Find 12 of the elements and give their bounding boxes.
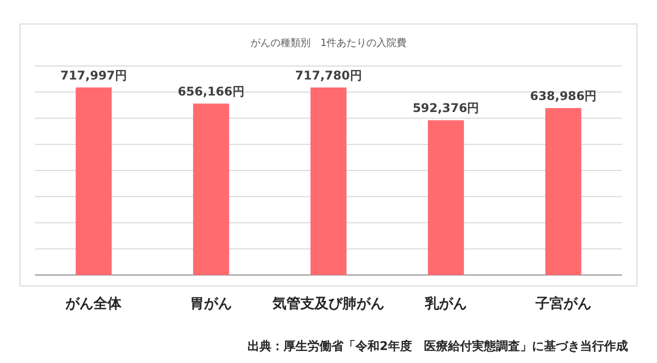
x-tick-label: 気管支及び肺がん xyxy=(272,296,384,312)
x-tick-label: 子宮がん xyxy=(534,295,592,312)
chart-title: がんの種類別 1件あたりの入院費 xyxy=(250,37,407,49)
data-label: 717,997円 xyxy=(60,68,128,82)
data-label: 656,166円 xyxy=(178,84,244,99)
x-tick-label: がん全体 xyxy=(64,296,123,312)
x-tick-label: 乳がん xyxy=(424,296,467,312)
x-tick-label: 胃がん xyxy=(190,296,232,312)
data-label: 717,780円 xyxy=(295,68,362,82)
source-note: 出典：厚生労働省「令和2年度 医療給付実態調査」に基づき当行作成 xyxy=(248,339,628,353)
data-label: 592,376円 xyxy=(412,101,480,116)
data-label: 638,986円 xyxy=(530,89,597,104)
